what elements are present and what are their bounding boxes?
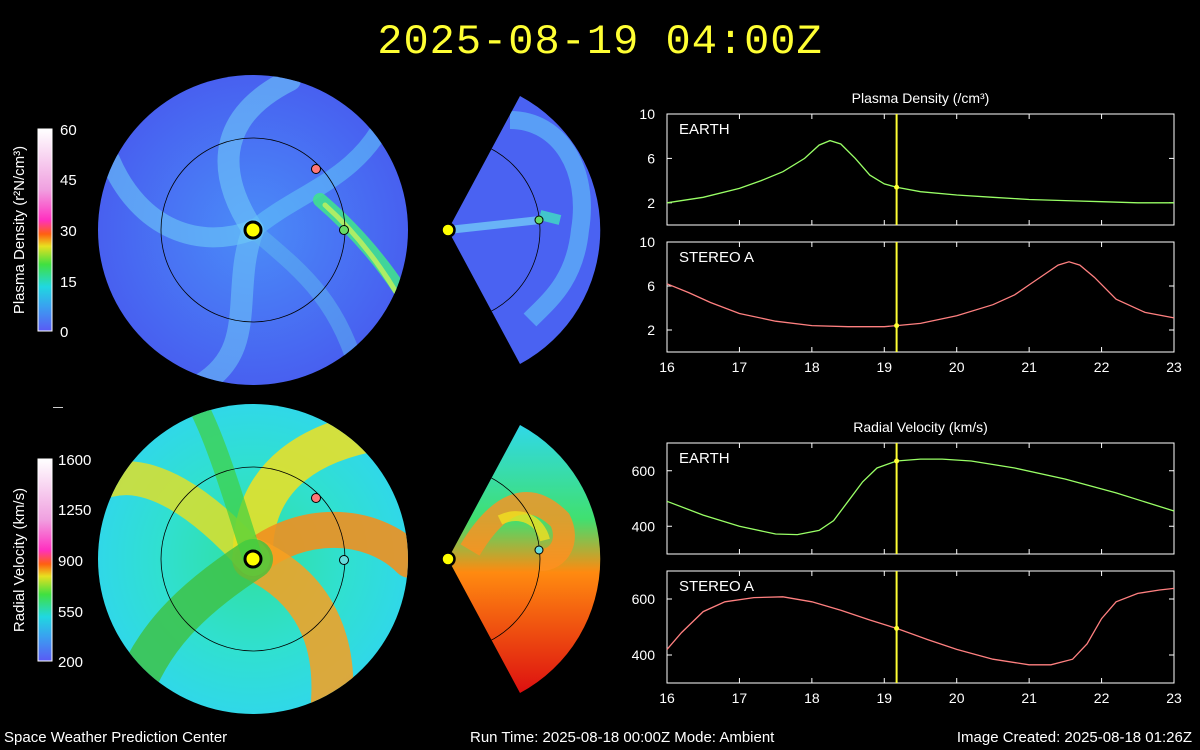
- ytick-label: 2: [647, 322, 655, 338]
- panel-frame-1-0: [666, 442, 1175, 555]
- time-series-plots: Plasma Density (/cm³) 10 6 2 EARTH 10 6 2 STEREO…: [632, 90, 1182, 706]
- footer-image-created: Image Created: 2025-08-18 01:26Z: [956, 729, 1192, 746]
- sun-marker-velocity: [243, 549, 263, 569]
- density-tick-3: 15: [60, 274, 77, 291]
- series-label-earth: EARTH: [679, 121, 730, 138]
- footer-run-info: Run Time: 2025-08-18 00:00Z Mode: Ambien…: [470, 729, 775, 746]
- velocity-tick-3: 550: [58, 604, 83, 621]
- series-label-earth: EARTH: [679, 450, 730, 467]
- velocity-tick-4: 200: [58, 654, 83, 671]
- density-tick-2: 30: [60, 223, 77, 240]
- footer-organization: Space Weather Prediction Center: [4, 729, 228, 746]
- series-line-stereo-a: [666, 587, 1175, 666]
- earth-marker-wedge: [534, 215, 544, 225]
- xtick-label: 22: [1094, 359, 1110, 375]
- xtick-label: 21: [1021, 359, 1037, 375]
- earth-marker-velocity-wedge: [534, 545, 544, 555]
- density-tick-0: 60: [60, 122, 77, 139]
- velocity-tick-1: 1250: [58, 502, 91, 519]
- sun-marker: [243, 220, 263, 240]
- current-value-marker: [894, 625, 900, 631]
- panel-frame-1-1: [666, 570, 1175, 684]
- current-value-marker: [894, 458, 900, 464]
- panel-frame-0-1: [666, 241, 1175, 353]
- chart-title-0: Plasma Density (/cm³): [852, 90, 990, 106]
- xtick-label: 16: [659, 359, 675, 375]
- xtick-label: 17: [732, 690, 748, 706]
- xtick-label: 17: [732, 359, 748, 375]
- ytick-label: 10: [639, 106, 655, 122]
- xtick-label: 23: [1166, 690, 1182, 706]
- chart-title-1: Radial Velocity (km/s): [853, 419, 988, 435]
- density-colorbar: Plasma Density (r²N/cm³) 60 45 30 15 0: [11, 122, 77, 341]
- panel-separator: [53, 407, 63, 408]
- xtick-label: 23: [1166, 359, 1182, 375]
- density-colorbar-label: Plasma Density (r²N/cm³): [11, 146, 28, 314]
- series-line-earth: [666, 458, 1175, 536]
- ytick-label: 400: [632, 647, 656, 663]
- density-tick-1: 45: [60, 172, 77, 189]
- density-tick-4: 0: [60, 324, 68, 341]
- current-value-marker: [894, 184, 900, 190]
- xtick-label: 19: [876, 690, 892, 706]
- ytick-label: 10: [639, 234, 655, 250]
- earth-marker-velocity: [339, 555, 349, 565]
- ytick-label: 600: [632, 591, 656, 607]
- current-value-marker: [894, 323, 900, 329]
- series-line-earth: [666, 139, 1174, 204]
- ytick-label: 6: [647, 278, 655, 294]
- series-label-stereo-a: STEREO A: [679, 578, 754, 595]
- stereo-a-marker: [311, 164, 321, 174]
- ytick-label: 400: [632, 518, 656, 534]
- sun-marker-velocity-wedge: [440, 551, 456, 567]
- xtick-label: 20: [949, 690, 965, 706]
- ytick-label: 6: [647, 150, 655, 166]
- xtick-label: 18: [804, 359, 820, 375]
- xtick-label: 22: [1094, 690, 1110, 706]
- velocity-colorbar-label: Radial Velocity (km/s): [11, 488, 28, 632]
- xtick-label: 20: [949, 359, 965, 375]
- ytick-label: 2: [647, 195, 655, 211]
- density-meridional-wedge: [448, 96, 601, 364]
- xtick-label: 19: [876, 359, 892, 375]
- velocity-colorbar: Radial Velocity (km/s) 1600 1250 900 550…: [11, 452, 91, 671]
- xtick-label: 18: [804, 690, 820, 706]
- panel-frame-0-0: [666, 113, 1175, 226]
- velocity-tick-0: 1600: [58, 452, 91, 469]
- velocity-tick-2: 900: [58, 553, 83, 570]
- ytick-label: 600: [632, 463, 656, 479]
- series-line-stereo-a: [666, 261, 1175, 328]
- series-label-stereo-a: STEREO A: [679, 249, 754, 266]
- stereo-a-marker-velocity: [311, 493, 321, 503]
- earth-marker: [339, 225, 349, 235]
- xtick-label: 16: [659, 690, 675, 706]
- timestamp-title: 2025-08-19 04:00Z: [377, 18, 823, 66]
- xtick-label: 21: [1021, 690, 1037, 706]
- sun-marker-wedge: [440, 222, 456, 238]
- velocity-meridional-wedge: [448, 425, 601, 693]
